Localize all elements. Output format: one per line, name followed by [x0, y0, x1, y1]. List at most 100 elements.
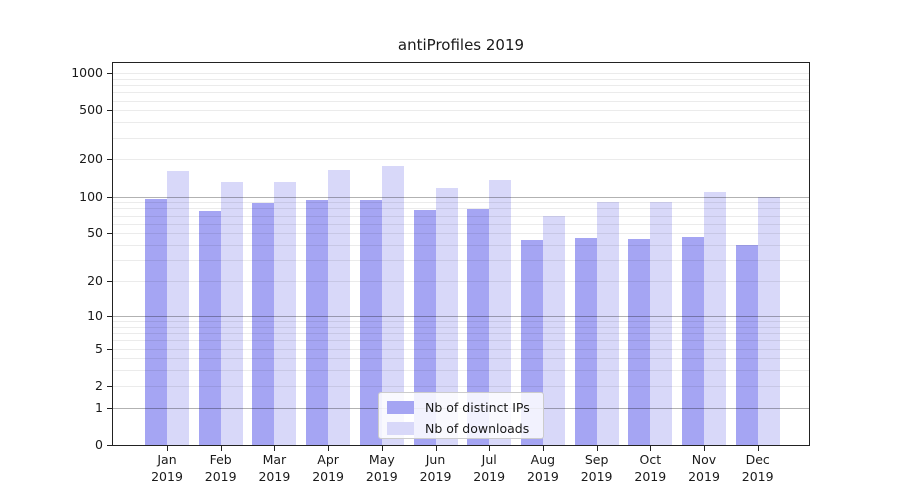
y-tick-mark-50	[107, 233, 112, 235]
y-tick-label-50: 50	[87, 225, 103, 241]
bar-ips-dec	[735, 245, 758, 445]
gridline-700	[113, 92, 809, 94]
y-tick-label-0: 0	[95, 437, 103, 452]
y-tick-mark-5	[107, 348, 112, 350]
x-tick-mark-jun	[435, 446, 437, 451]
gridline-5	[113, 348, 809, 350]
bar-downloads-jan	[167, 171, 189, 445]
gridline-9	[113, 321, 809, 322]
x-tick-mark-apr	[328, 446, 330, 451]
y-tick-label-2: 2	[95, 377, 103, 393]
y-tick-label-1: 1	[95, 399, 103, 415]
gridline-40	[113, 245, 809, 246]
legend-row-distinct-ips: Nb of distinct IPs	[379, 397, 543, 418]
bar-ips-apr	[306, 200, 329, 445]
gridline-900	[113, 78, 809, 80]
x-tick-mark-feb	[220, 446, 222, 451]
x-tick-label-dec: Dec 2019	[741, 452, 774, 484]
x-tick-mark-jan	[167, 446, 168, 451]
gridline-300	[113, 137, 809, 139]
y-tick-mark-200	[107, 159, 112, 161]
gridline-6	[113, 340, 809, 342]
bar-downloads-jun	[435, 187, 458, 445]
gridline-100	[113, 196, 809, 198]
bar-ips-may	[359, 199, 382, 445]
legend-row-downloads: Nb of downloads	[379, 418, 543, 439]
gridline-200	[113, 159, 809, 161]
chart-title: antiProfiles 2019	[397, 36, 525, 54]
x-tick-mark-aug	[542, 446, 544, 451]
bar-downloads-jul	[489, 180, 512, 445]
x-tick-mark-nov	[704, 446, 705, 451]
legend-swatch-downloads	[387, 422, 414, 435]
bar-downloads-oct	[650, 201, 673, 445]
y-tick-label-200: 200	[79, 151, 103, 167]
x-tick-mark-oct	[650, 446, 652, 451]
y-tick-label-20: 20	[87, 273, 103, 289]
bar-downloads-aug	[542, 215, 565, 445]
y-tick-mark-100	[107, 196, 112, 198]
legend-label-downloads: Nb of downloads	[425, 421, 530, 436]
bar-ips-jan	[145, 199, 167, 445]
bar-ips-feb	[198, 211, 221, 445]
gridline-30	[113, 260, 809, 262]
gridline-4	[113, 358, 809, 360]
y-tick-mark-1000	[107, 73, 112, 74]
gridline-80	[113, 208, 809, 210]
bar-ips-oct	[628, 238, 651, 445]
bar-downloads-mar	[274, 182, 297, 445]
gridline-70	[113, 215, 809, 217]
y-tick-label-500: 500	[79, 102, 103, 118]
bar-downloads-feb	[220, 182, 243, 445]
bar-ips-sep	[574, 237, 597, 445]
bar-ips-mar	[252, 203, 275, 445]
gridline-500	[113, 110, 809, 112]
x-tick-label-feb: Feb 2019	[204, 452, 237, 484]
y-tick-mark-0	[107, 445, 112, 446]
gridline-600	[113, 100, 809, 102]
legend-label-distinct-ips: Nb of distinct IPs	[425, 400, 530, 415]
x-tick-label-apr: Apr 2019	[312, 452, 344, 484]
x-tick-label-jun: Jun 2019	[419, 452, 452, 484]
bar-downloads-dec	[757, 197, 780, 445]
bar-downloads-sep	[596, 201, 619, 445]
legend-swatch-distinct-ips	[387, 401, 414, 414]
gridline-20	[113, 281, 809, 283]
x-tick-label-mar: Mar 2019	[258, 452, 291, 484]
x-tick-label-oct: Oct 2019	[634, 452, 667, 484]
bar-downloads-apr	[328, 169, 351, 445]
x-tick-label-may: May 2019	[365, 452, 398, 484]
x-tick-label-jul: Jul 2019	[473, 452, 506, 484]
y-tick-label-100: 100	[79, 188, 103, 204]
gridline-2	[113, 385, 809, 387]
legend: Nb of distinct IPs Nb of downloads	[378, 392, 544, 439]
y-tick-label-5: 5	[95, 340, 103, 356]
gridline-10	[113, 315, 809, 317]
x-tick-mark-dec	[757, 446, 759, 451]
y-tick-mark-500	[107, 110, 112, 112]
y-tick-label-1000: 1000	[71, 65, 103, 80]
gridline-1000	[113, 73, 809, 74]
gridline-800	[113, 85, 809, 86]
x-tick-label-nov: Nov 2019	[688, 452, 720, 484]
gridline-60	[113, 223, 809, 225]
x-tick-label-sep: Sep 2019	[580, 452, 613, 484]
x-tick-mark-mar	[274, 446, 276, 451]
gridline-7	[113, 333, 809, 334]
y-tick-mark-20	[107, 281, 112, 283]
gridline-50	[113, 233, 809, 235]
gridline-8	[113, 326, 809, 328]
bar-ips-jul	[467, 209, 490, 445]
y-tick-mark-2	[107, 385, 112, 387]
bar-downloads-nov	[704, 192, 726, 445]
x-tick-label-jan: Jan 2019	[151, 452, 183, 484]
gridline-400	[113, 122, 809, 124]
gridline-3	[113, 370, 809, 372]
gridline-90	[113, 202, 809, 204]
bar-ips-jun	[413, 209, 436, 445]
plot-area: Nb of distinct IPs Nb of downloads	[112, 62, 810, 446]
y-tick-mark-1	[107, 407, 112, 409]
x-tick-mark-sep	[596, 446, 598, 451]
x-tick-mark-may	[381, 446, 383, 451]
